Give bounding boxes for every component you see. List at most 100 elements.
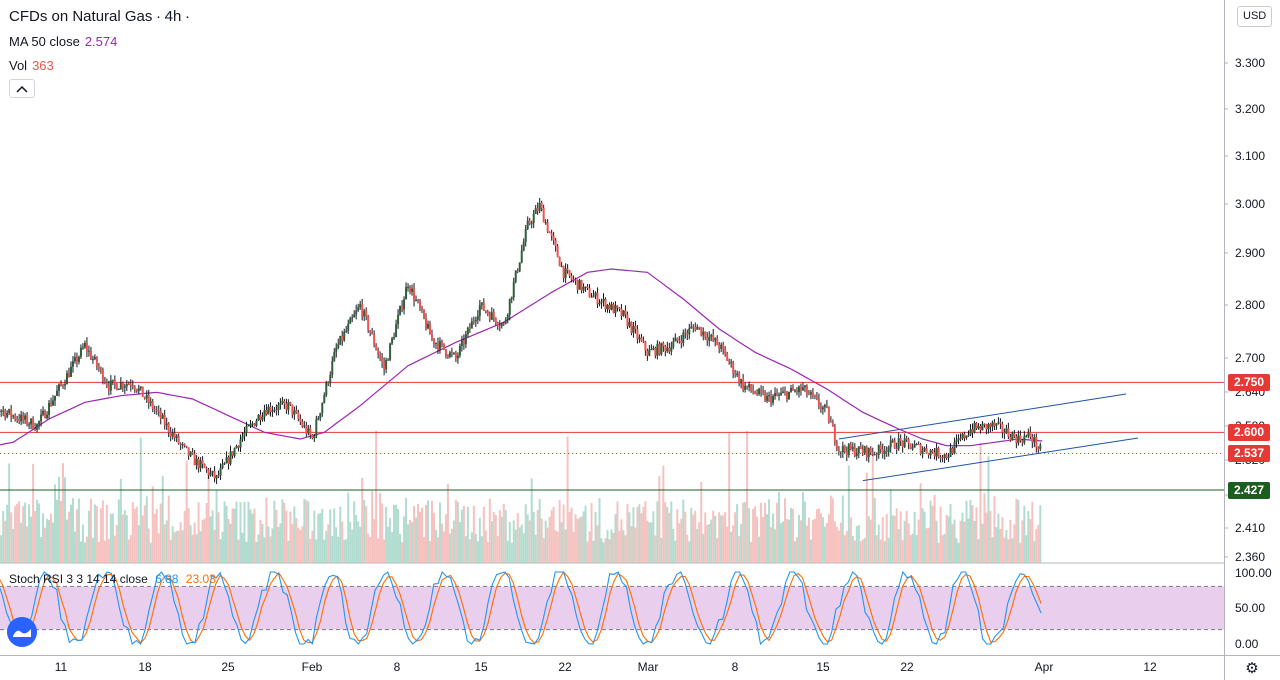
candle [975,422,978,429]
volume-bar [799,520,802,563]
volume-bar [20,522,23,563]
vol-legend[interactable]: Vol 363 [9,58,54,73]
volume-bar [512,520,515,563]
volume-bar [746,430,749,563]
channel-lower-line[interactable] [862,437,1139,482]
volume-bar [245,541,248,563]
volume-bar [73,531,76,563]
candle [624,310,627,315]
candle [460,340,463,346]
candle [917,444,920,446]
candle [253,423,256,426]
candle [823,405,826,408]
volume-bar [387,526,390,563]
volume-bar [696,528,699,563]
volume-bar [426,500,429,563]
volume-bar [843,535,846,563]
volume-bar [83,542,86,563]
volume-bar [478,517,481,563]
volume-bar [676,509,679,563]
volume-bar [63,477,66,563]
candle [949,447,952,457]
candle [379,354,382,359]
stoch-tick-label: 50.00 [1235,601,1265,615]
candle [931,450,934,453]
volume-bar [259,519,262,563]
candle [588,288,591,298]
volume-bar [89,498,92,563]
candle [947,456,950,458]
candle [564,268,567,279]
currency-button[interactable]: USD [1237,6,1273,27]
candle [498,325,501,327]
volume-bar [650,522,653,563]
vol-value: 363 [32,58,54,73]
volume-bar [309,538,312,563]
price-tick-label: 2.700 [1235,351,1265,365]
candle [339,336,342,345]
volume-bar [159,503,162,563]
candle [325,382,328,396]
candle [355,310,358,315]
candle [229,451,232,464]
ma-legend[interactable]: MA 50 close 2.574 [9,34,117,49]
volume-bar [235,501,238,563]
candle [760,388,763,392]
vol-label: Vol [9,58,28,73]
volume-bar [895,508,898,563]
settings-gear-icon[interactable]: ⚙ [1245,660,1259,677]
candle [241,436,244,440]
volume-bar [684,511,687,563]
volume-bar [933,495,936,563]
volume-bar [909,535,912,563]
volume-bar [997,513,1000,563]
time-tick-label: 15 [816,660,830,674]
candle [630,321,633,333]
candle [692,326,695,328]
candle [18,419,21,422]
candle [365,310,368,317]
volume-bar [476,541,479,563]
tradingview-logo-icon[interactable] [7,617,37,647]
volume-bar [734,512,737,563]
volume-bar [566,436,569,563]
volume-bar [423,537,425,563]
volume-bar [885,514,888,563]
candle [93,357,96,360]
candle [544,222,547,224]
axes[interactable]: 3.3003.2003.1003.0002.9002.8002.7002.640… [55,56,1272,674]
volume-bar [702,533,705,563]
volume-bar [205,503,208,563]
collapse-legend-button[interactable] [9,79,35,98]
candle [71,361,74,367]
volume-bar [522,533,525,563]
volume-bar [458,521,461,563]
candle [596,292,599,305]
volume-bar [782,521,785,563]
candle [281,401,284,404]
candle [484,310,487,312]
trend-channel[interactable] [838,393,1139,482]
volume-bar [542,538,545,563]
candle [97,366,100,369]
volume-bar [456,501,459,563]
volume-bars [0,430,1042,563]
channel-upper-line[interactable] [838,393,1127,440]
volume-bar [424,504,427,563]
volume-bar [614,514,617,563]
stoch-legend[interactable]: Stoch RSI 3 3 14 14 close 6.88 23.03 [9,572,216,586]
symbol-title[interactable]: CFDs on Natural Gas [9,8,153,25]
interval-label[interactable]: 4h [164,8,182,25]
candle [664,346,667,352]
horizontal-lines[interactable] [0,381,1224,491]
candle [245,426,248,433]
candle [528,220,531,224]
candle [899,438,902,442]
candle [490,312,493,320]
candle [169,432,172,437]
candle [199,460,202,469]
volume-bar [111,513,114,563]
candle [875,454,878,456]
